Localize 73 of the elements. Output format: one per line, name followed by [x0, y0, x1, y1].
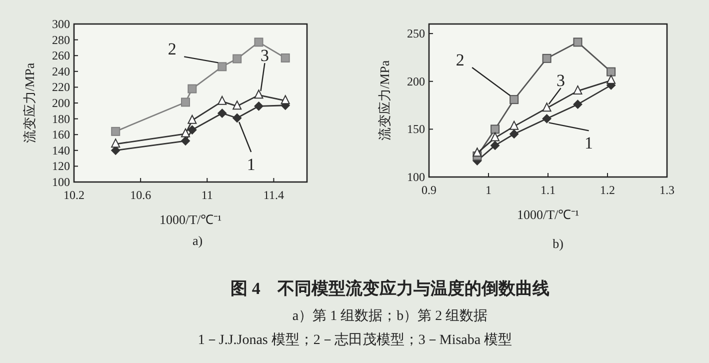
text: b)	[552, 236, 564, 251]
y-tick-label: 260	[52, 48, 70, 63]
x-tick-label: 10.6	[130, 188, 152, 202]
series-label: 2	[168, 40, 176, 59]
point	[510, 120, 519, 130]
point	[232, 54, 242, 64]
point	[490, 140, 500, 150]
x-axis-title: 1000/T/℃⁻¹	[159, 212, 222, 227]
point	[111, 138, 120, 148]
y-tick-label: 280	[52, 32, 70, 47]
point	[280, 53, 290, 62]
point	[490, 132, 500, 142]
y-tick-label: 160	[52, 128, 70, 142]
point	[606, 74, 616, 84]
y-tick-label: 100	[407, 170, 425, 184]
x-tick-label: 1.2	[600, 183, 615, 197]
point	[254, 38, 264, 47]
point	[181, 98, 190, 107]
y-tick-label: 240	[52, 64, 70, 78]
point	[188, 84, 197, 94]
series-label: 3	[260, 46, 269, 66]
point	[181, 136, 190, 146]
x-tick-label: 1.3	[660, 183, 674, 197]
point	[218, 108, 227, 118]
text: a)	[192, 233, 203, 248]
y-tick-label: 250	[407, 26, 425, 41]
y-tick-label: 120	[52, 159, 70, 174]
point	[573, 85, 582, 94]
point	[188, 114, 197, 124]
y-tick-label: 200	[52, 96, 70, 110]
x-axis-title: 1000/T/℃⁻¹	[516, 207, 580, 222]
point	[510, 95, 519, 104]
point	[573, 38, 582, 47]
y-tick-label: 100	[52, 175, 70, 189]
text: a）第 1 组数据；b）第 2 组数据	[292, 308, 488, 324]
point	[490, 124, 500, 134]
y-tick-label: 140	[52, 143, 70, 158]
point	[254, 90, 264, 99]
point	[232, 114, 242, 123]
series-label: 3	[556, 71, 566, 90]
point	[254, 102, 264, 111]
point	[218, 96, 227, 105]
point	[472, 148, 482, 157]
point	[542, 54, 552, 63]
x-tick-label: 1	[486, 183, 492, 197]
y-axis-title: 流变应力/MPa	[22, 62, 37, 144]
x-tick-label: 11	[201, 188, 213, 202]
y-tick-label: 220	[52, 80, 70, 94]
point	[181, 128, 190, 138]
point	[111, 126, 120, 136]
text: 1－J.J.Jonas 模型；2－志田茂模型；3－Misaba 模型	[198, 332, 512, 348]
point	[280, 95, 290, 104]
y-axis-title: 流变应力/MPa	[377, 60, 392, 141]
x-tick-label: 0.9	[422, 183, 436, 197]
point	[510, 129, 519, 138]
point	[573, 100, 582, 109]
text: 1	[246, 155, 256, 174]
text: 2	[456, 50, 464, 70]
point	[188, 125, 197, 134]
point	[542, 114, 552, 124]
y-tick-label: 150	[407, 122, 425, 136]
y-tick-label: 200	[407, 74, 425, 88]
series-label: 1	[584, 134, 594, 153]
text: 图 4 不同模型流变应力与温度的倒数曲线	[230, 279, 550, 298]
point	[218, 62, 227, 72]
x-tick-label: 1.1	[540, 183, 556, 197]
point	[232, 100, 242, 110]
point	[542, 102, 552, 112]
x-tick-label: 11.4	[263, 188, 284, 202]
y-tick-label: 180	[52, 112, 70, 126]
point	[606, 67, 616, 76]
y-tick-label: 300	[52, 17, 70, 31]
x-tick-label: 10.2	[64, 188, 84, 202]
